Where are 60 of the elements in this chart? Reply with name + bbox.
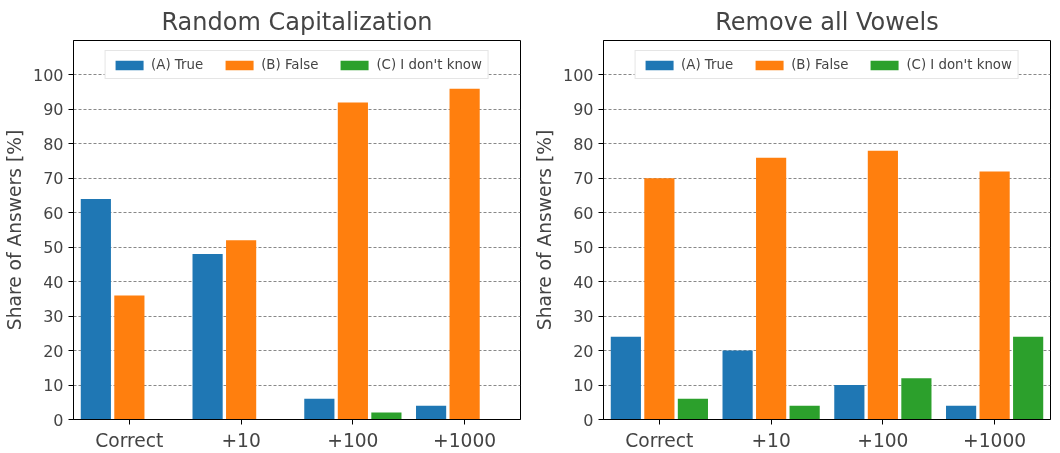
y-tick-label: 90: [43, 100, 64, 120]
bar: [677, 398, 708, 420]
bar: [789, 405, 820, 420]
y-tick-label: 10: [43, 376, 64, 396]
x-tick-label: +100: [857, 429, 909, 451]
bar: [979, 171, 1010, 420]
y-tick-label: 80: [43, 134, 64, 154]
bar: [416, 405, 447, 420]
bar: [226, 240, 257, 420]
legend-label: (B) False: [261, 57, 319, 72]
y-tick-label: 80: [573, 134, 594, 154]
bar: [901, 378, 932, 420]
bar: [192, 254, 223, 420]
bar: [644, 178, 675, 420]
x-tick-label: +1000: [433, 429, 497, 451]
x-tick-label: +100: [327, 429, 379, 451]
bar: [610, 336, 641, 420]
y-axis-title: Share of Answers [%]: [3, 129, 25, 331]
legend-label: (C) I don't know: [906, 57, 1012, 72]
y-tick-label: 50: [43, 238, 64, 258]
y-tick-label: 30: [573, 307, 594, 327]
legend-label: (A) True: [151, 57, 204, 72]
bar: [946, 405, 977, 420]
y-tick-label: 50: [573, 238, 594, 258]
bar: [449, 88, 480, 420]
chart-title: Remove all Vowels: [715, 7, 939, 36]
x-tick-label: +1000: [963, 429, 1027, 451]
y-tick-label: 40: [573, 272, 594, 292]
y-axis-title: Share of Answers [%]: [533, 129, 555, 331]
y-tick-label: 10: [573, 376, 594, 396]
y-tick-label: 0: [583, 410, 594, 430]
x-tick-label: +10: [751, 429, 791, 451]
y-tick-label: 20: [43, 341, 64, 361]
bar: [337, 102, 368, 420]
y-tick-label: 0: [53, 410, 64, 430]
bar: [304, 398, 335, 420]
y-tick-label: 70: [573, 169, 594, 189]
bar: [114, 295, 145, 420]
y-tick-label: 100: [32, 65, 64, 85]
legend-label: (B) False: [791, 57, 849, 72]
x-tick-label: +10: [221, 429, 261, 451]
legend-label: (C) I don't know: [376, 57, 482, 72]
y-tick-label: 70: [43, 169, 64, 189]
y-tick-label: 30: [43, 307, 64, 327]
bar: [756, 157, 787, 420]
bar: [1013, 336, 1044, 420]
x-tick-label: Correct: [625, 429, 694, 451]
bar: [722, 350, 753, 420]
y-tick-label: 40: [43, 272, 64, 292]
y-tick-label: 60: [43, 203, 64, 223]
y-tick-label: 100: [562, 65, 594, 85]
bar: [834, 385, 865, 420]
y-tick-label: 20: [573, 341, 594, 361]
y-tick-label: 90: [573, 100, 594, 120]
chart-title: Random Capitalization: [161, 7, 433, 36]
y-tick-label: 60: [573, 203, 594, 223]
x-tick-label: Correct: [95, 429, 164, 451]
bar: [867, 150, 898, 420]
bar: [80, 198, 111, 420]
legend-label: (A) True: [681, 57, 734, 72]
